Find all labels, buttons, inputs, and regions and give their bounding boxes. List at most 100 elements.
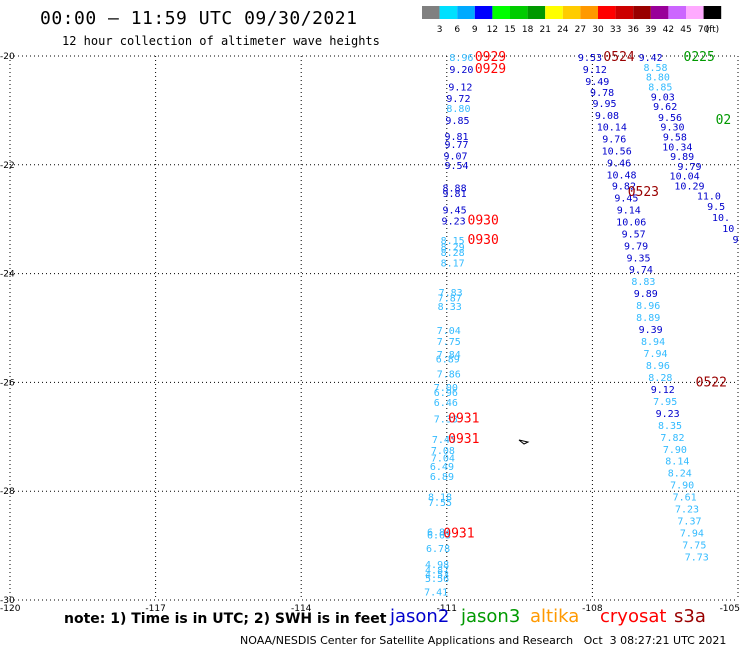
wave-height-label: 10.34: [662, 142, 692, 153]
wave-height-label: 7.90: [663, 445, 687, 456]
wave-height-label: 7.86: [437, 370, 461, 381]
scale-unit-label: (ft): [706, 25, 720, 35]
wave-height-label: 7.73: [685, 552, 709, 563]
x-tick-label: -120: [0, 604, 21, 614]
scale-swatch: [457, 6, 475, 19]
time-label: 0225: [684, 50, 715, 65]
wave-height-label: 6.89: [436, 354, 460, 365]
x-tick-label: -114: [291, 604, 312, 614]
wave-height-label: 8.18: [428, 493, 452, 504]
wave-height-label: 6.96: [434, 388, 458, 399]
wave-height-label: 9.49: [585, 77, 609, 88]
wave-height-label: 7.84: [437, 350, 461, 361]
wave-height-label: 9.23: [442, 216, 466, 227]
scale-swatch: [668, 6, 686, 19]
scale-swatch: [510, 6, 528, 19]
wave-height-label: 9.89: [670, 152, 694, 163]
wave-height-label: 9.08: [595, 111, 619, 122]
wave-height-label: 9.45: [614, 193, 638, 204]
legend-jason3: jason3: [461, 606, 521, 627]
wave-height-label: 10.14: [597, 123, 627, 134]
wave-height-label: 9.45: [443, 205, 467, 216]
wave-height-label: 10.04: [670, 172, 700, 183]
scale-tick-label: 15: [504, 25, 515, 35]
scale-tick-label: 27: [575, 25, 586, 35]
scale-swatch: [422, 6, 440, 19]
wave-height-label: 9.95: [592, 99, 616, 110]
y-tick-label: -24: [0, 270, 15, 280]
wave-height-label: 8.89: [636, 313, 660, 324]
wave-height-label: 9.20: [449, 65, 473, 76]
wave-height-label: 9.39: [639, 325, 663, 336]
wave-height-label: 9.07: [443, 152, 467, 163]
wave-height-label: 7.82: [660, 433, 684, 444]
wave-height-label: 9.5: [707, 202, 725, 213]
wave-height-label: 7.04: [431, 453, 455, 464]
wave-height-label: 7.23: [675, 505, 699, 516]
time-label: 0929: [475, 50, 506, 65]
wave-height-label: 9.42: [639, 53, 663, 64]
wave-height-label: 9.62: [653, 102, 677, 113]
wave-height-label: 10.06: [616, 217, 646, 228]
wave-height-label: 6.49: [430, 462, 454, 473]
footer-note: note: 1) Time is in UTC; 2) SWH is in fe…: [64, 611, 387, 627]
time-label: 0930: [468, 233, 499, 248]
wave-height-label: 7.75: [437, 337, 461, 348]
scale-swatch: [598, 6, 616, 19]
wave-height-label: 8.24: [668, 469, 692, 480]
wave-height-label: 9.78: [590, 88, 614, 99]
scale-tick-label: 45: [680, 25, 691, 35]
wave-height-label: 9.12: [448, 82, 472, 93]
wave-height-label: 9.79: [624, 241, 648, 252]
wave-height-label: 9.57: [622, 229, 646, 240]
wave-height-label: 9.79: [677, 162, 701, 173]
y-tick-label: -28: [0, 487, 15, 497]
y-tick-label: -26: [0, 378, 15, 388]
scale-tick-label: 39: [645, 25, 657, 35]
wave-height-label: 8.28: [441, 248, 465, 259]
scale-tick-label: 3: [437, 25, 443, 35]
wave-height-label: 9.35: [626, 253, 650, 264]
scale-tick-label: 9: [472, 25, 478, 35]
wave-height-label: 5.56: [425, 574, 449, 585]
wave-height-label: 9.03: [651, 92, 675, 103]
wave-height-label: 9.12: [651, 385, 675, 396]
wave-height-label: 8.94: [641, 337, 665, 348]
wave-height-label: 7.90: [670, 481, 694, 492]
scale-swatch: [474, 6, 493, 19]
wave-height-label: 4.87: [425, 566, 449, 577]
wave-height-label: 9.54: [444, 161, 468, 172]
scale-swatch: [527, 6, 546, 19]
wave-height-label: 9.56: [658, 113, 682, 124]
wave-height-label: 7.87: [438, 294, 462, 305]
wave-height-label: 8.96: [636, 301, 660, 312]
scale-swatch: [545, 6, 563, 19]
wave-height-label: 8.58: [643, 63, 667, 74]
wave-height-label: 10.: [712, 213, 730, 224]
time-label: 0931: [448, 411, 479, 426]
wave-height-label: 7.00: [434, 383, 458, 394]
scale-tick-label: 33: [610, 25, 621, 35]
wave-height-label: 10.56: [602, 147, 632, 158]
legend-cryosat: cryosat: [600, 606, 667, 627]
chart-title: 00:00 — 11:59 UTC 09/30/2021: [40, 8, 358, 29]
wave-height-label: 9.53: [578, 53, 602, 64]
scale-swatch: [615, 6, 634, 19]
wave-height-label: 7.83: [439, 288, 463, 299]
wave-height-label: 9.14: [617, 205, 641, 216]
scale-tick-label: 21: [539, 25, 550, 35]
wave-height-label: 8.35: [658, 421, 682, 432]
wave-height-label: 7.08: [431, 446, 455, 457]
wave-height-label: 9.77: [444, 140, 468, 151]
wave-height-label: 7.55: [428, 498, 452, 509]
wave-height-label: 10.29: [674, 181, 704, 192]
time-label: 0930: [468, 213, 499, 228]
wave-height-label: 7.41: [424, 587, 448, 598]
x-tick-label: -117: [145, 604, 165, 614]
wave-height-label: 7.04: [437, 326, 461, 337]
wave-height-label: 6.89: [430, 472, 454, 483]
time-label: 0524: [603, 50, 634, 65]
legend-jason2: jason2: [390, 606, 450, 627]
scale-tick-label: 30: [592, 25, 604, 35]
